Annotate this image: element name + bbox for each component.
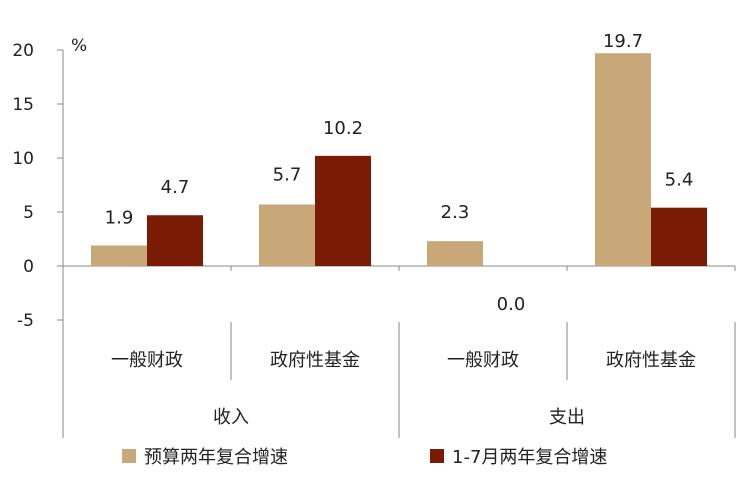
group-label: 支出 xyxy=(549,407,585,428)
category-label: 政府性基金 xyxy=(270,350,360,371)
data-label: 19.7 xyxy=(603,31,643,52)
category-label: 一般财政 xyxy=(111,350,183,371)
legend-label: 1-7月两年复合增速 xyxy=(452,447,607,468)
legend-swatch xyxy=(122,449,136,463)
data-label: 4.7 xyxy=(161,177,190,198)
y-tick-label: 10 xyxy=(12,149,34,169)
bar xyxy=(259,204,315,266)
data-label: 5.7 xyxy=(273,164,302,185)
data-labels: 1.9 4.7 5.7 10.2 2.3 0.0 19.7 5.4 xyxy=(105,31,694,315)
data-label: 10.2 xyxy=(323,118,363,139)
bar xyxy=(651,207,707,266)
bar xyxy=(91,245,147,266)
bar xyxy=(427,241,483,266)
y-tick-label: 20 xyxy=(12,41,34,61)
bar xyxy=(595,53,651,266)
data-label: 1.9 xyxy=(105,207,134,228)
bar xyxy=(147,215,203,266)
legend-swatch xyxy=(430,449,444,463)
category-label: 政府性基金 xyxy=(606,350,696,371)
y-tick-label: -5 xyxy=(17,311,34,331)
category-label: 一般财政 xyxy=(447,350,519,371)
bars xyxy=(91,53,707,266)
data-label: 2.3 xyxy=(441,202,470,223)
bar xyxy=(315,155,371,266)
legend-label: 预算两年复合增速 xyxy=(144,447,288,468)
y-tick-label: 15 xyxy=(12,95,34,115)
group-label: 收入 xyxy=(213,407,249,428)
data-label: 0.0 xyxy=(497,294,526,315)
y-unit-label: % xyxy=(71,36,87,56)
y-tick-label: 0 xyxy=(23,257,34,277)
data-label: 5.4 xyxy=(665,170,694,191)
legend: 预算两年复合增速 1-7月两年复合增速 xyxy=(122,447,607,468)
y-tick-label: 5 xyxy=(23,203,34,223)
